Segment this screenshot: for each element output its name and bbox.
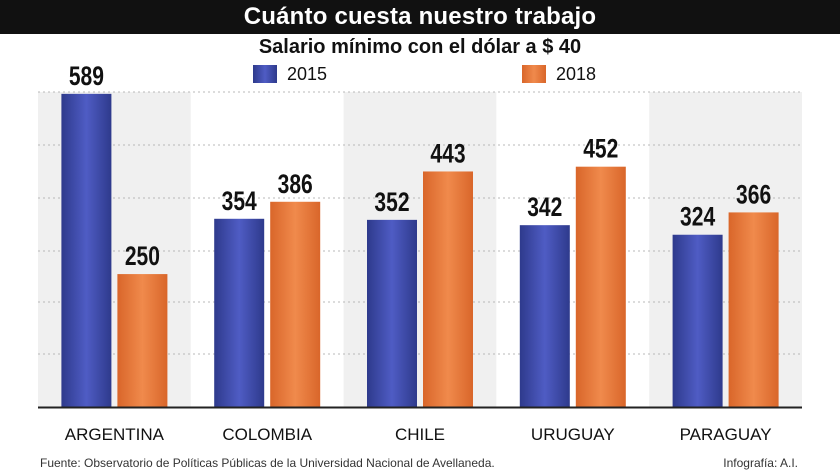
value-label-2018-argentina: 250 [125, 242, 160, 272]
category-band [649, 92, 802, 407]
bar-2015-argentina [61, 93, 112, 408]
value-label-2015-colombia: 354 [222, 186, 258, 216]
value-label-2018-chile: 443 [430, 139, 465, 169]
value-labels: 589 250 354 386 352 443 342 452 324 366 [69, 61, 771, 271]
bar-2015-paraguay [672, 234, 723, 407]
category-band [190, 92, 344, 407]
legend-label-2015: 2015 [287, 63, 328, 84]
value-label-2015-uruguay: 342 [527, 193, 562, 223]
footer-credit: Infografía: A.I. [723, 456, 798, 470]
legend-swatch-2018 [522, 65, 546, 83]
category-label-argentina: ARGENTINA [65, 425, 165, 444]
category-label-chile: CHILE [395, 425, 445, 444]
legend-swatch-2015 [253, 65, 277, 83]
category-label-uruguay: URUGUAY [531, 425, 615, 444]
bar-2015-colombia [214, 218, 265, 407]
footer-source: Fuente: Observatorio de Políticas Públic… [40, 456, 495, 470]
bar-2015-uruguay [519, 225, 570, 407]
title-bar: Cuánto cuesta nuestro trabajo [0, 0, 840, 34]
bar-2018-paraguay [728, 212, 779, 407]
legend-item-2015: 2015 [253, 64, 327, 84]
bar-2015-chile [367, 219, 417, 407]
category-band [38, 92, 191, 407]
category-band [343, 92, 497, 407]
value-label-2015-chile: 352 [374, 187, 409, 217]
bar-2018-argentina [117, 274, 168, 407]
category-band [496, 92, 650, 407]
category-labels: ARGENTINA COLOMBIA CHILE URUGUAY PARAGUAY [65, 425, 772, 444]
category-label-colombia: COLOMBIA [222, 425, 312, 444]
value-label-2015-argentina: 589 [69, 61, 104, 91]
bar-2018-uruguay [575, 166, 626, 407]
legend-item-2018: 2018 [522, 64, 596, 84]
value-label-2015-paraguay: 324 [680, 202, 716, 232]
value-label-2018-uruguay: 452 [583, 134, 618, 164]
chart-subtitle: Salario mínimo con el dólar a $ 40 [258, 36, 582, 58]
bar-2018-chile [423, 171, 473, 407]
bar-2018-colombia [270, 201, 321, 407]
value-label-2018-colombia: 386 [278, 169, 313, 199]
value-label-2018-paraguay: 366 [736, 180, 771, 210]
legend-label-2018: 2018 [556, 63, 597, 84]
chart-title: Cuánto cuesta nuestro trabajo [243, 3, 597, 30]
bars [61, 93, 779, 408]
category-label-paraguay: PARAGUAY [680, 425, 772, 444]
